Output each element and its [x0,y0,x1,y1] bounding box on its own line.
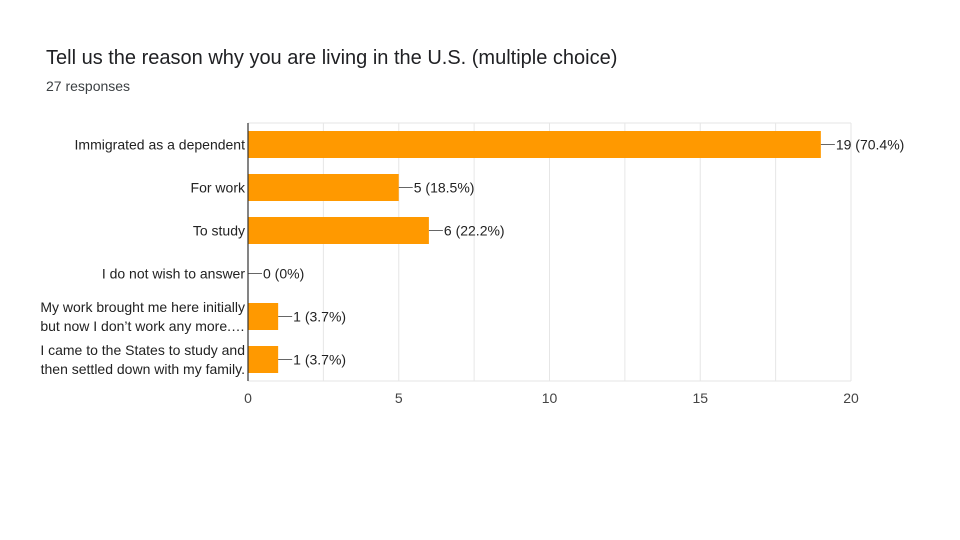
category-label: then settled down with my family. [41,361,245,377]
bar [248,217,429,244]
bar [248,131,821,158]
category-label: but now I don’t work any more.… [40,318,245,334]
category-label: I came to the States to study and [40,342,245,358]
category-label: To study [193,223,245,239]
bars [248,131,821,373]
bar [248,303,279,330]
category-label: For work [191,180,246,196]
x-tick-label: 5 [395,390,403,406]
x-tick-label: 15 [692,390,708,406]
chart-title: Tell us the reason why you are living in… [46,47,618,69]
category-label: I do not wish to answer [102,266,246,282]
data-label: 19 (70.4%) [836,137,904,153]
category-label: My work brought me here initially [40,299,245,315]
data-label: 1 (3.7%) [293,352,346,368]
bar [248,346,279,373]
category-label: Immigrated as a dependent [75,137,246,153]
data-label: 0 (0%) [263,266,304,282]
x-tick-label: 10 [542,390,558,406]
x-tick-label: 0 [244,390,252,406]
data-label: 1 (3.7%) [293,309,346,325]
x-tick-label: 20 [843,390,859,406]
grid-lines [248,122,852,382]
labels: 0 5 10 15 20 Immigrated as a dependent 19 (70.… [40,123,904,406]
response-count: 27 responses [46,78,131,94]
data-label: 5 (18.5%) [414,180,475,196]
bar [248,174,399,201]
data-label: 6 (22.2%) [444,223,505,239]
